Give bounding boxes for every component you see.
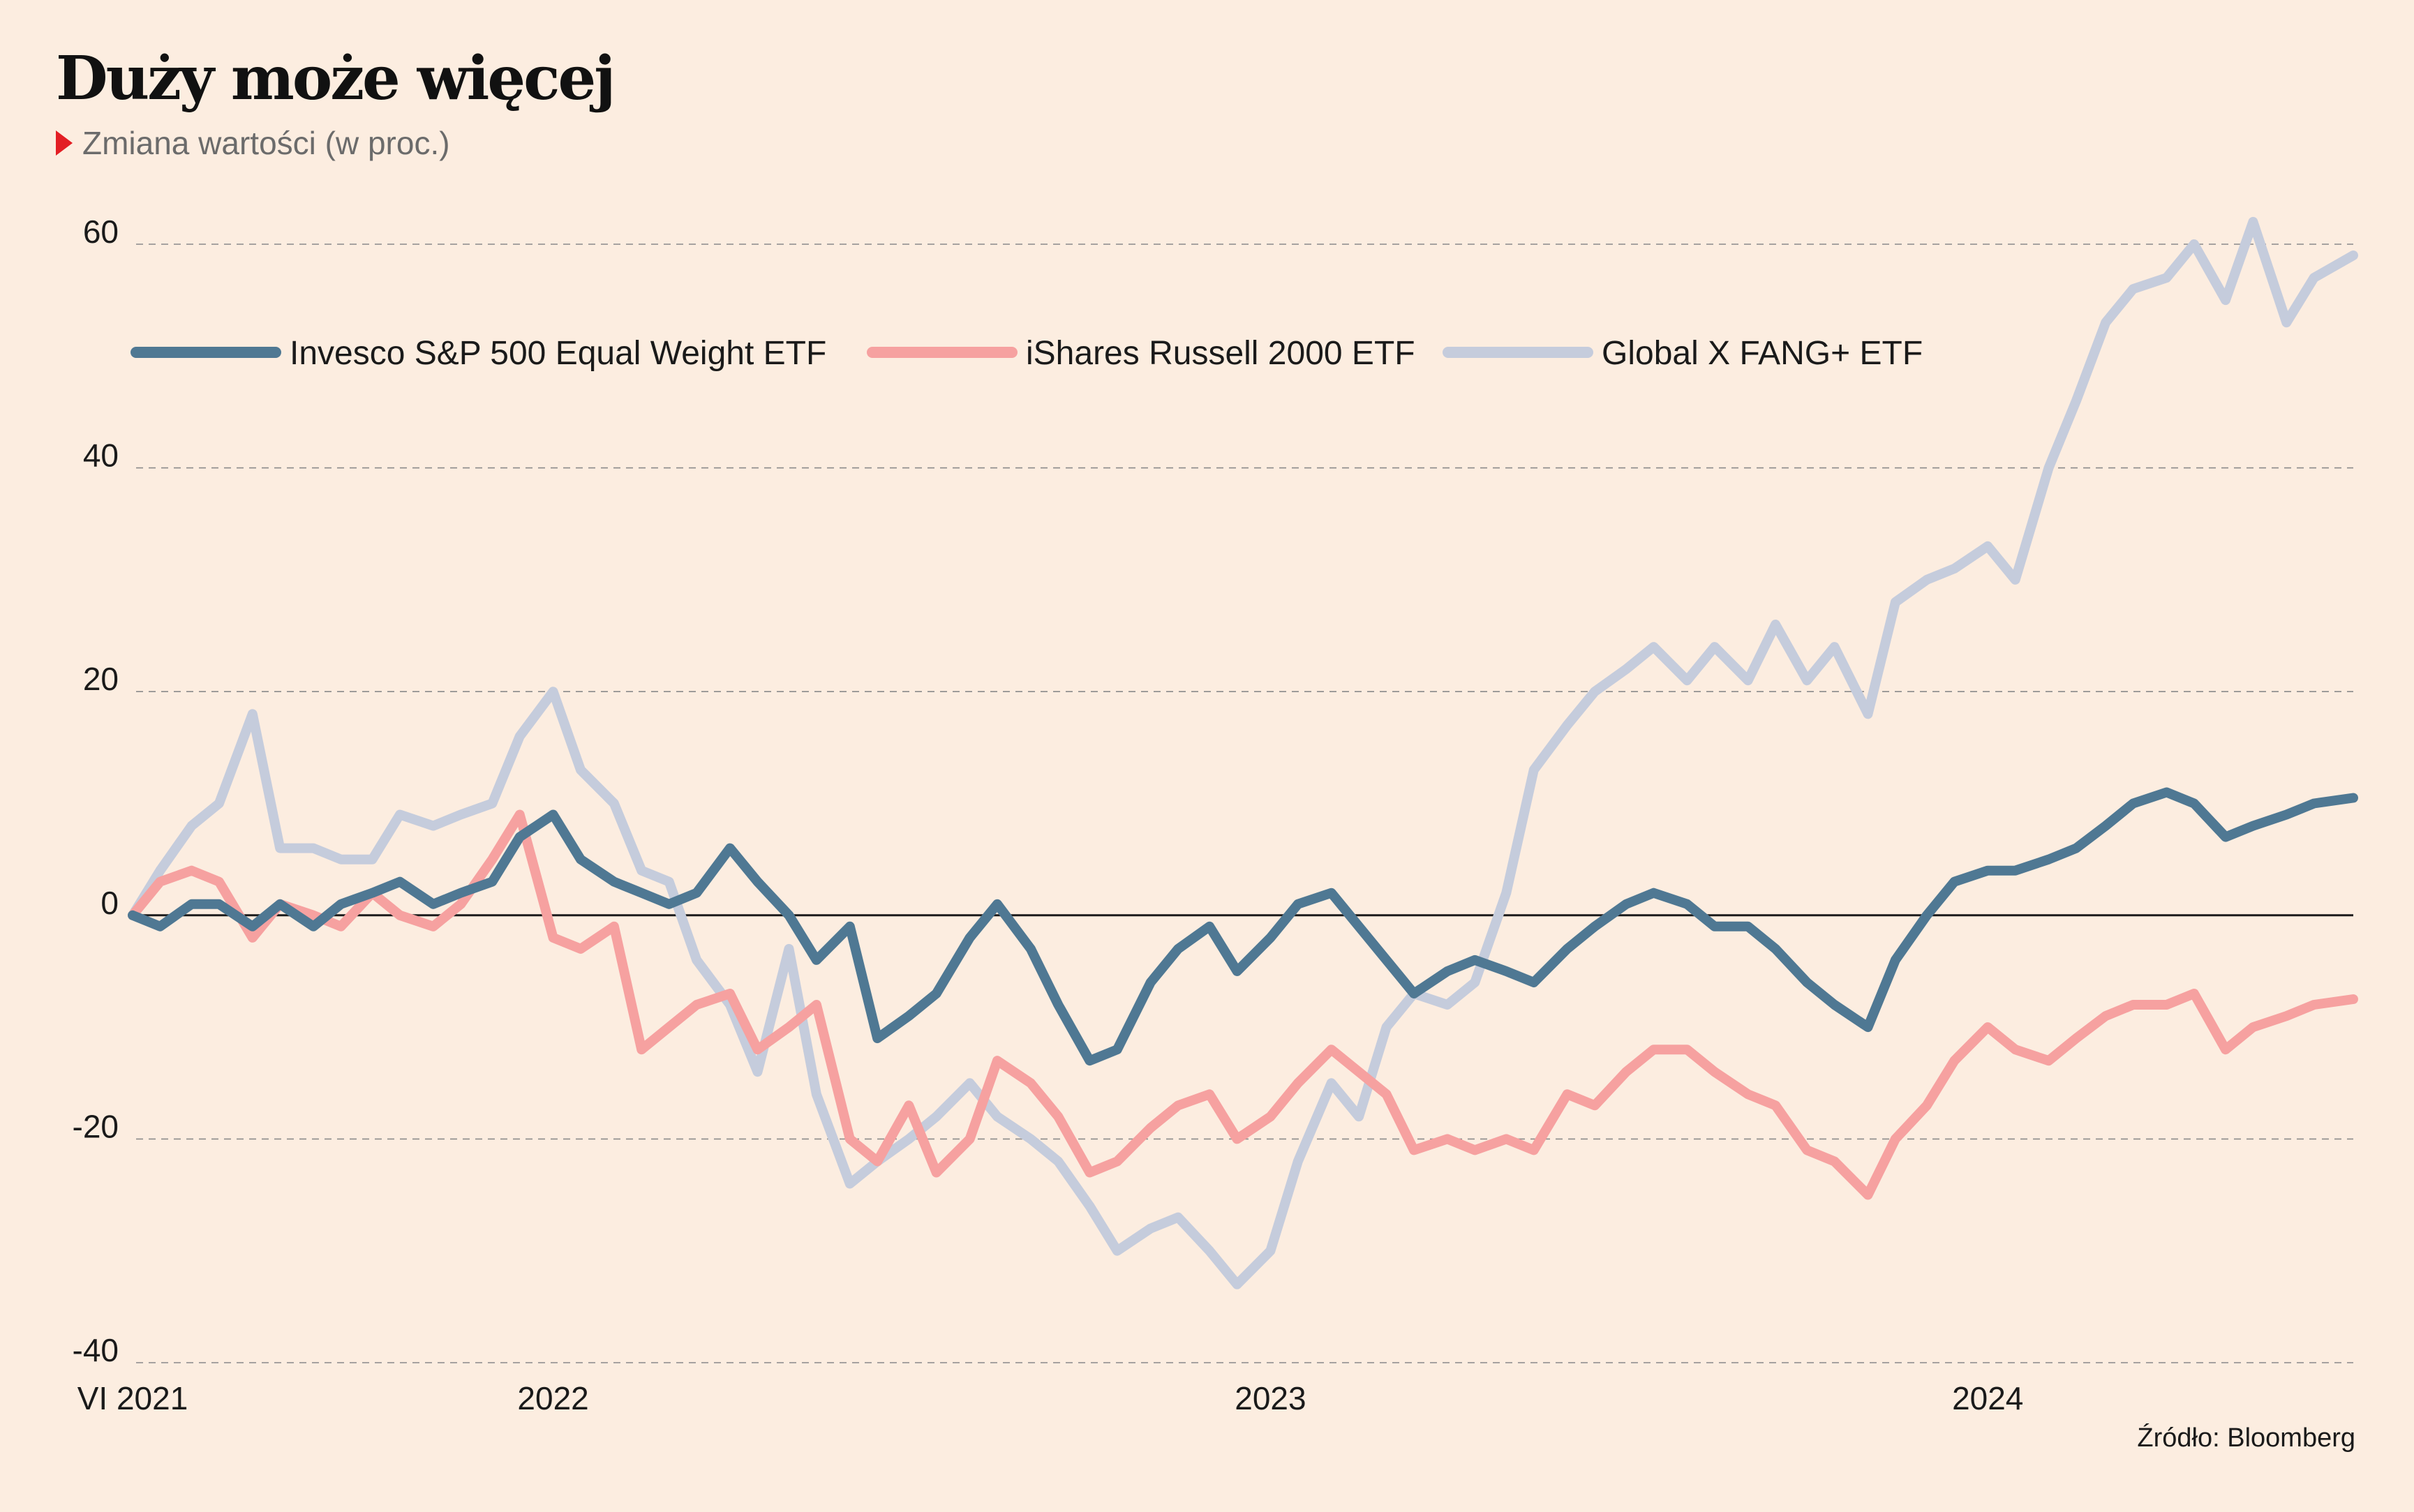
chart-subtitle: Zmiana wartości (w proc.) bbox=[56, 124, 450, 162]
y-tick-label: 0 bbox=[100, 885, 119, 921]
legend-item: Global X FANG+ ETF bbox=[1443, 335, 1923, 372]
chart-subtitle-text: Zmiana wartości (w proc.) bbox=[82, 125, 450, 161]
y-tick-label: -20 bbox=[73, 1108, 119, 1144]
series-line-invesco bbox=[128, 787, 2358, 1066]
grid-layer bbox=[136, 244, 2353, 1363]
series-line-fang bbox=[128, 216, 2358, 1289]
series-layer bbox=[128, 216, 2358, 1289]
legend-label: Invesco S&P 500 Equal Weight ETF bbox=[290, 335, 826, 372]
chart-title: Duży może więcej bbox=[56, 43, 616, 114]
legend-item: Invesco S&P 500 Equal Weight ETF bbox=[131, 335, 826, 372]
x-tick-label: 2023 bbox=[1235, 1380, 1306, 1416]
source-note: Źródło: Bloomberg bbox=[2137, 1423, 2355, 1453]
x-tick-label: VI 2021 bbox=[77, 1380, 188, 1416]
y-tick-label: 60 bbox=[83, 214, 119, 250]
legend: Invesco S&P 500 Equal Weight ETF iShares … bbox=[131, 335, 1923, 372]
x-tick-label: 2022 bbox=[517, 1380, 588, 1416]
x-tick-label: 2024 bbox=[1952, 1380, 2023, 1416]
legend-label: Global X FANG+ ETF bbox=[1602, 335, 1923, 372]
y-tick-label: 20 bbox=[83, 661, 119, 697]
series-line-russell bbox=[128, 809, 2358, 1200]
axis-labels: 60 40 20 0 -20 -40 VI 2021 2022 2023 2024 bbox=[73, 214, 2024, 1416]
y-tick-label: -40 bbox=[73, 1332, 119, 1368]
legend-label: iShares Russell 2000 ETF bbox=[1026, 335, 1415, 372]
legend-item: iShares Russell 2000 ETF bbox=[867, 335, 1415, 372]
subtitle-marker-icon bbox=[56, 130, 73, 156]
y-tick-label: 40 bbox=[83, 437, 119, 474]
